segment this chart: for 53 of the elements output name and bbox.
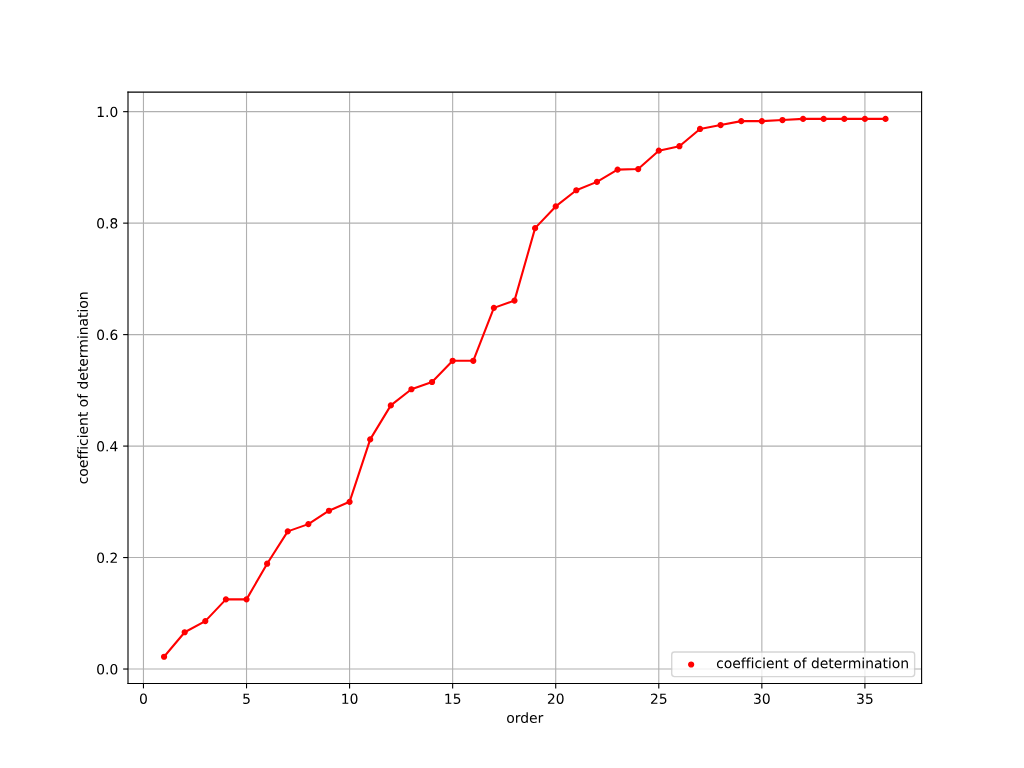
point	[449, 357, 456, 364]
point	[160, 653, 168, 660]
x-tick-label: 20	[547, 693, 564, 704]
point	[387, 402, 394, 409]
point	[511, 297, 518, 304]
y-tick-label: 1.0	[97, 106, 118, 118]
point	[284, 528, 291, 535]
x-axis-title: order	[507, 712, 544, 723]
point	[222, 596, 230, 603]
point	[861, 115, 869, 123]
point	[367, 436, 374, 443]
point	[820, 115, 827, 123]
y-tick-label: 0.8	[97, 218, 118, 229]
point	[573, 187, 580, 194]
point	[799, 115, 807, 123]
point	[655, 147, 662, 154]
x-tick-label: 5	[243, 693, 250, 704]
point	[532, 225, 539, 232]
point	[676, 143, 683, 150]
point	[243, 596, 250, 603]
y-tick-label: 0.4	[97, 441, 118, 452]
y-tick-label: 0.6	[97, 329, 118, 341]
point	[428, 378, 436, 386]
point	[593, 178, 601, 185]
legend-label: coefficient of determination	[716, 657, 908, 669]
point	[470, 357, 477, 364]
x-tick-label: 30	[754, 693, 770, 704]
x-tick-label: 15	[445, 693, 461, 704]
point	[264, 560, 271, 567]
point	[181, 629, 188, 636]
x-tick-label: 35	[857, 693, 873, 704]
point	[408, 386, 415, 393]
y-axis-title: coefficient of determination	[77, 292, 88, 484]
x-tick-label: 25	[650, 693, 667, 704]
point	[841, 115, 848, 123]
point	[346, 498, 353, 505]
point	[882, 115, 889, 123]
point	[738, 118, 745, 125]
point	[202, 617, 209, 625]
point	[552, 203, 559, 210]
y-tick-label: 0.2	[97, 552, 117, 564]
point	[717, 121, 724, 129]
point	[490, 304, 497, 311]
x-tick-label: 10	[342, 693, 358, 704]
point	[758, 118, 765, 125]
x-tick-label: 0	[139, 693, 147, 704]
point	[635, 165, 642, 173]
point	[614, 166, 621, 173]
y-tick-label: 0.0	[97, 664, 118, 675]
point	[325, 507, 333, 514]
point	[305, 521, 312, 528]
point	[696, 125, 704, 133]
point	[779, 116, 786, 124]
